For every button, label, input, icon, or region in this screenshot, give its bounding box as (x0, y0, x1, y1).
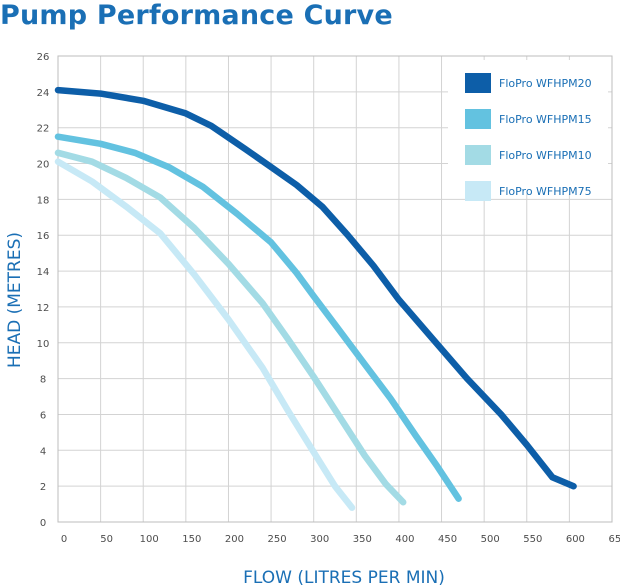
y-tick-label: 6 (40, 410, 46, 421)
legend-label: FloPro WFHPM20 (499, 77, 592, 90)
x-axis-title: FLOW (LITRES PER MIN) (243, 568, 445, 587)
y-tick-label: 0 (40, 518, 46, 529)
legend-swatch (465, 145, 491, 165)
plot-border (57, 55, 613, 523)
series-line (54, 158, 356, 511)
y-tick-label: 24 (37, 88, 50, 99)
y-tick-label: 16 (37, 231, 50, 242)
x-tick-label: 350 (353, 534, 372, 545)
x-tick-label: 50 (100, 534, 113, 545)
y-tick-label: 12 (37, 303, 50, 314)
x-tick-label: 400 (395, 534, 414, 545)
y-tick-label: 4 (40, 446, 46, 457)
y-tick-label: 2 (40, 482, 46, 493)
y-tick-label: 20 (37, 160, 50, 171)
legend-label: FloPro WFHPM15 (499, 113, 592, 126)
x-axis-ticks: 0 50 100 150 200 250 300 350 400 450 500 550 600 650 (61, 534, 620, 545)
series-line (54, 133, 462, 502)
x-tick-label: 250 (268, 534, 287, 545)
y-tick-label: 18 (37, 195, 50, 206)
y-tick-label: 26 (37, 52, 50, 63)
legend: FloPro WFHPM20 FloPro WFHPM15 FloPro WFHPM… (448, 60, 608, 201)
series-line (54, 149, 407, 506)
y-tick-label: 8 (40, 375, 46, 386)
legend-swatch (465, 73, 491, 93)
x-tick-label: 150 (182, 534, 201, 545)
legend-swatch (465, 181, 491, 201)
y-tick-label: 10 (37, 339, 50, 350)
x-tick-label: 200 (225, 534, 244, 545)
chart-title: Pump Performance Curve (0, 0, 393, 31)
y-axis-title: HEAD (METRES) (5, 232, 25, 368)
y-tick-label: 14 (37, 267, 50, 278)
x-tick-label: 650 (608, 534, 620, 545)
x-tick-label: 600 (566, 534, 585, 545)
y-tick-label: 22 (37, 124, 50, 135)
x-tick-label: 550 (523, 534, 542, 545)
x-tick-label: 450 (438, 534, 457, 545)
legend-label: FloPro WFHPM75 (499, 185, 592, 198)
legend-swatch (465, 109, 491, 129)
x-tick-label: 100 (140, 534, 159, 545)
curves (54, 86, 577, 511)
series-line (54, 86, 577, 490)
x-tick-label: 500 (481, 534, 500, 545)
x-tick-label: 300 (310, 534, 329, 545)
x-tick-label: 0 (61, 534, 67, 545)
legend-label: FloPro WFHPM10 (499, 149, 592, 162)
